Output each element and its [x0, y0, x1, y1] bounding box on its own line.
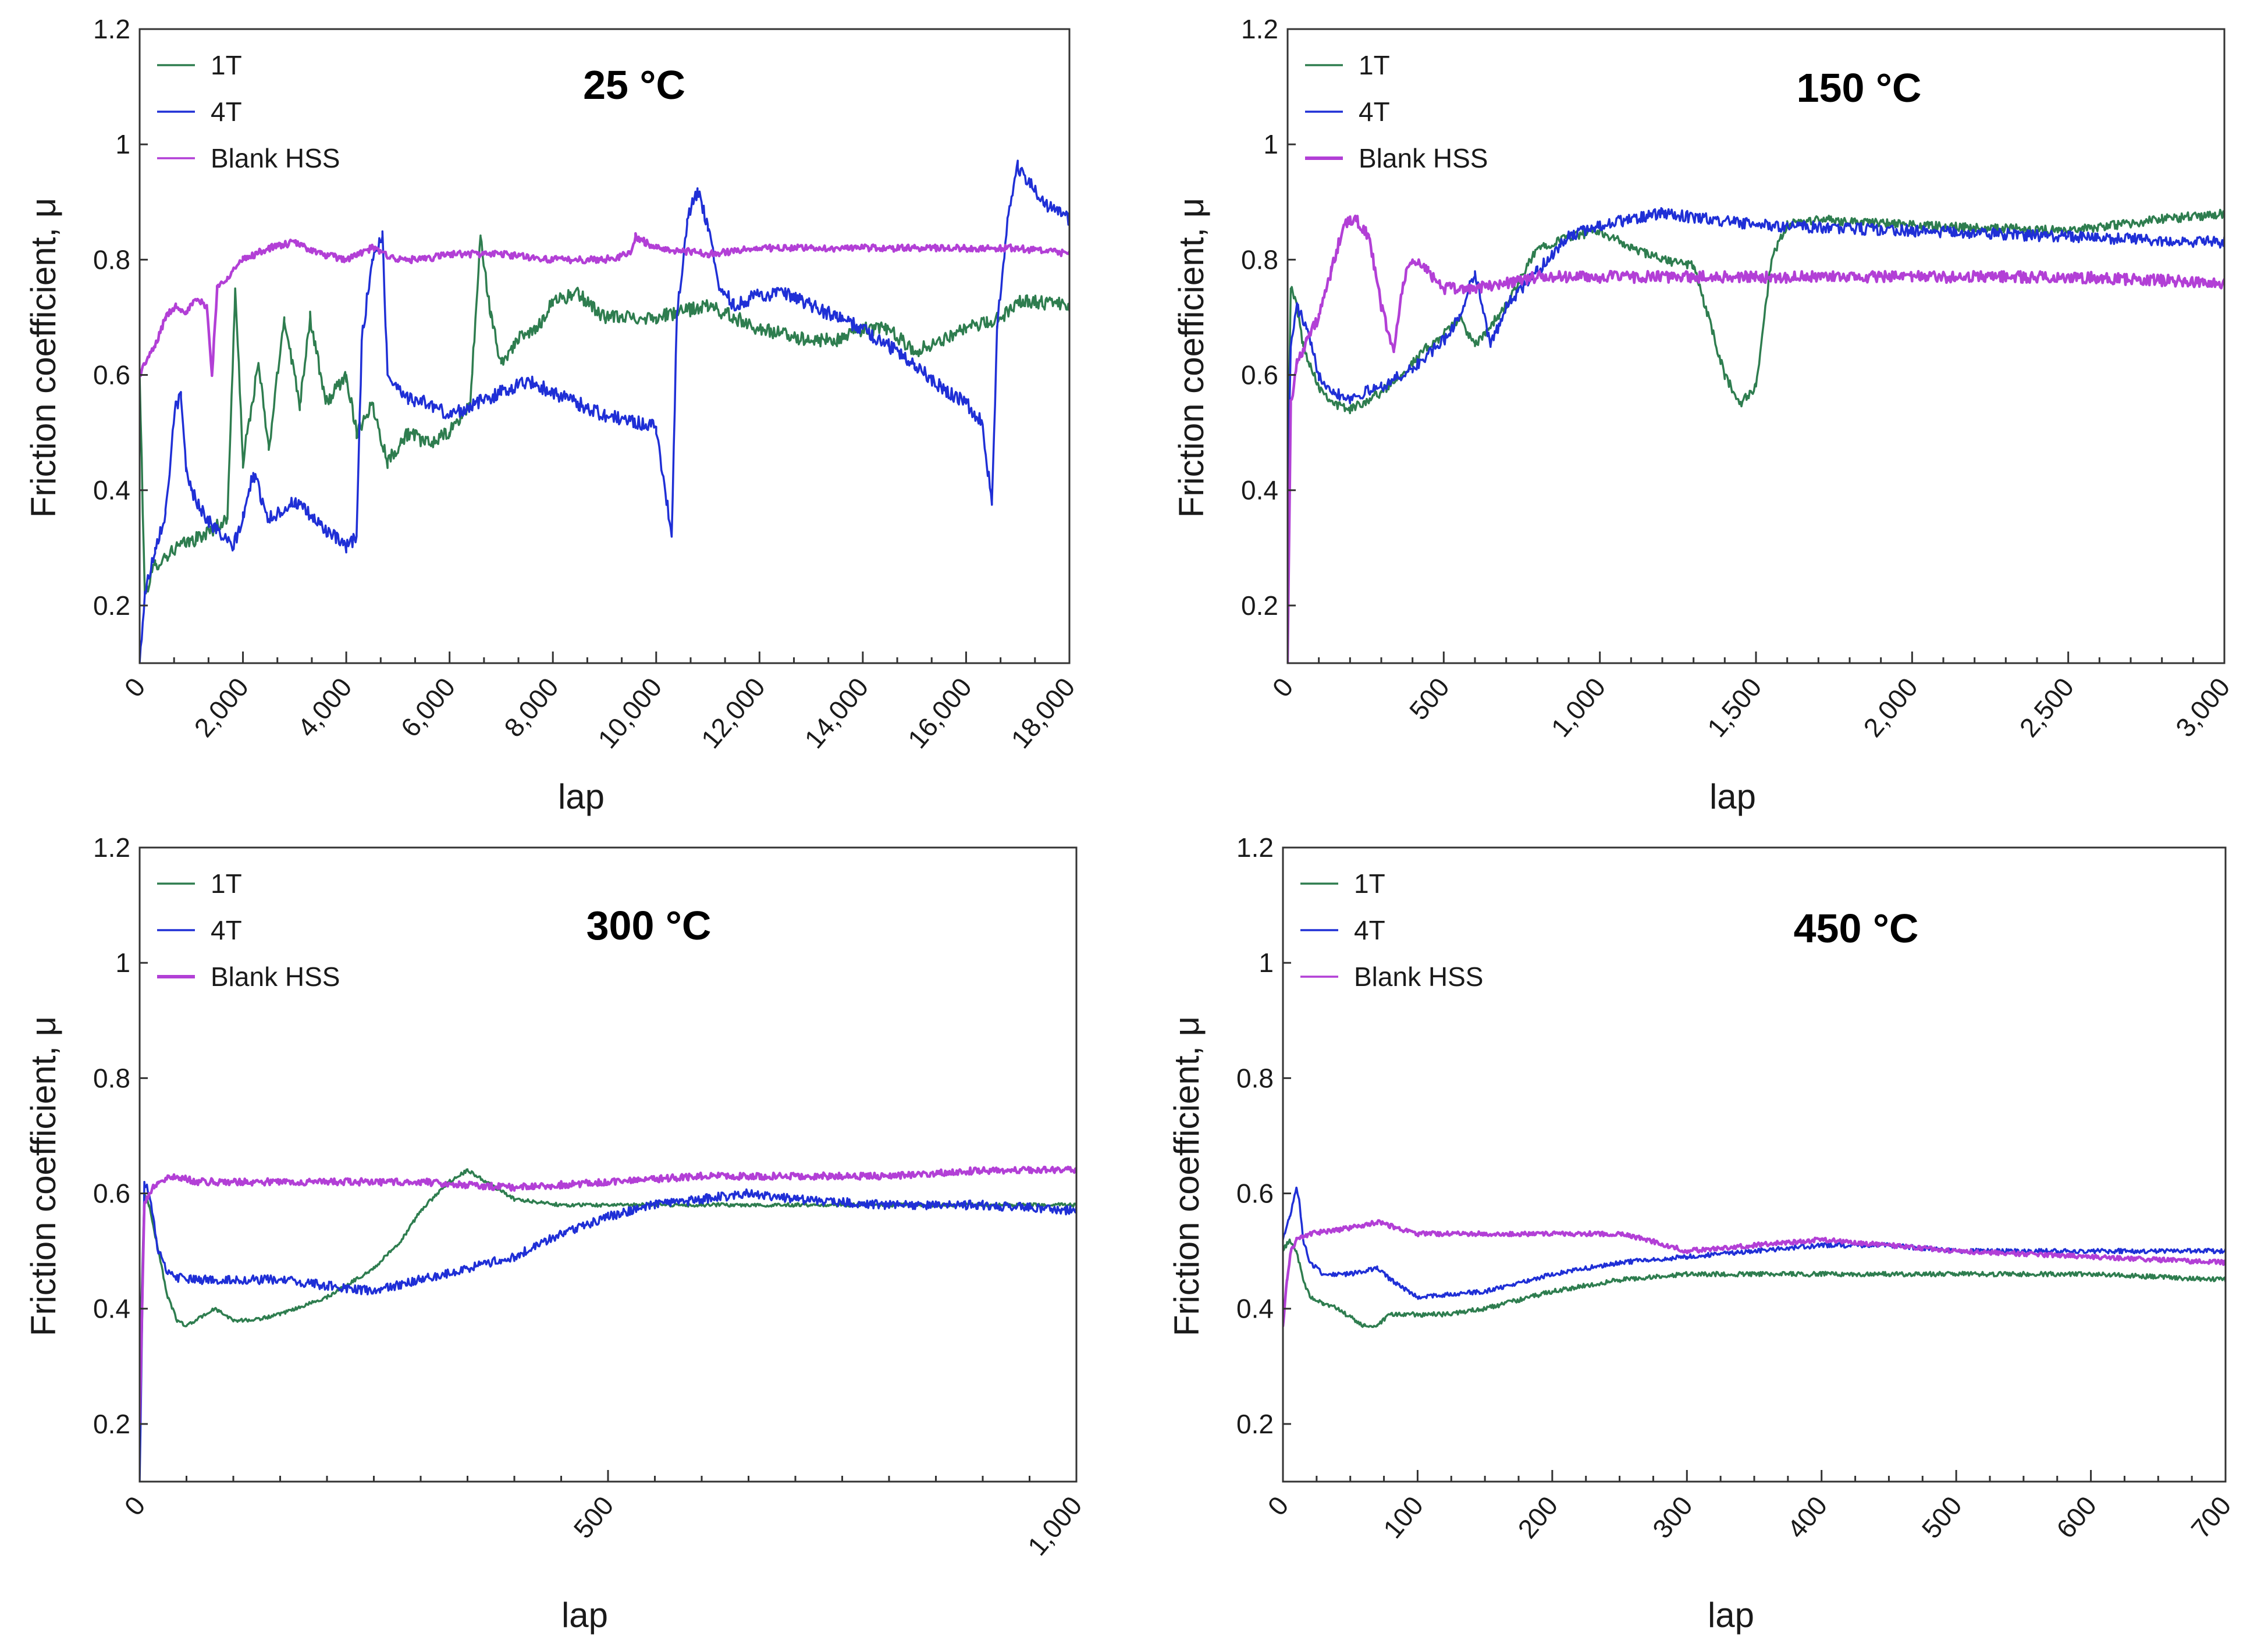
y-tick-label: 0.8 [93, 1063, 130, 1093]
x-tick-label: 100 [1377, 1490, 1429, 1544]
series-line-4t [140, 159, 1069, 663]
x-tick-label: 10,000 [592, 672, 667, 754]
x-tick-label: 4,000 [292, 672, 358, 743]
legend-label: Blank HSS [211, 962, 340, 992]
y-axis-label: Friction coefficient, μ [24, 198, 63, 518]
x-tick-label: 2,000 [1857, 672, 1924, 743]
series-group [1288, 207, 2224, 663]
y-tick-label: 0.4 [93, 475, 130, 506]
x-tick-label: 3,000 [2170, 672, 2236, 743]
x-axis-label: lap [561, 1596, 608, 1635]
legend-label: 1T [1354, 868, 1385, 899]
x-tick-label: 0 [118, 672, 151, 703]
legend-label: 4T [211, 915, 242, 945]
y-tick-label: 1.2 [1241, 14, 1278, 44]
chart-panel: 0.2 0.4 0.6 0.8 1 1.2 0 500 1,000 lap Friction coe… [24, 832, 1088, 1635]
x-tick-label: 14,000 [798, 672, 874, 754]
x-axis-label: lap [1708, 1596, 1754, 1635]
y-tick-label: 1 [1263, 129, 1278, 159]
x-axis-label: lap [1709, 777, 1756, 816]
y-tick-label: 0.4 [93, 1294, 130, 1324]
legend-label: Blank HSS [1359, 143, 1488, 173]
x-tick-label: 500 [1916, 1490, 1968, 1544]
legend-label: 4T [1359, 97, 1390, 127]
series-group [140, 1165, 1076, 1482]
chart-panel: 0.2 0.4 0.6 0.8 1 1.2 0 2,000 4,000 6,000 8,000 10,… [24, 14, 1081, 816]
panel-title: 25 °C [583, 62, 685, 108]
series-line-blank-hss [1288, 214, 2224, 663]
x-tick-label: 300 [1647, 1490, 1698, 1544]
x-axis-label: lap [558, 777, 605, 816]
chart-panel: 0.2 0.4 0.6 0.8 1 1.2 0 500 1,000 1,500 2,000 2,500… [1172, 14, 2236, 816]
x-tick-label: 0 [118, 1490, 151, 1521]
x-tick-label: 12,000 [695, 672, 771, 754]
y-tick-label: 0.2 [93, 590, 130, 621]
series-group [140, 159, 1069, 663]
x-tick-label: 8,000 [498, 672, 564, 743]
y-axis-label: Friction coefficient, μ [24, 1016, 63, 1336]
series-line-blank-hss [140, 232, 1069, 378]
legend-label: 1T [211, 50, 242, 80]
x-tick-label: 1,500 [1701, 672, 1768, 743]
legend-label: Blank HSS [211, 143, 340, 173]
y-tick-label: 1 [115, 129, 130, 159]
x-tick-label: 1,000 [1545, 672, 1611, 743]
y-tick-label: 0.6 [1241, 360, 1278, 390]
legend-label: Blank HSS [1354, 962, 1483, 992]
y-tick-label: 0.8 [93, 244, 130, 275]
y-tick-label: 0.6 [1236, 1179, 1274, 1209]
series-line-1t [140, 234, 1069, 595]
x-tick-label: 500 [567, 1490, 619, 1544]
y-tick-label: 1 [1259, 948, 1274, 978]
chart-panel: 0.2 0.4 0.6 0.8 1 1.2 0 100 200 300 400 500 600 700 la… [1167, 832, 2237, 1635]
x-tick-label: 16,000 [902, 672, 977, 754]
x-tick-label: 500 [1403, 672, 1455, 725]
series-line-4t [1283, 1186, 2226, 1300]
x-tick-label: 700 [2185, 1490, 2237, 1544]
y-tick-label: 0.2 [1241, 590, 1278, 621]
y-tick-label: 0.6 [93, 1179, 130, 1209]
x-tick-label: 400 [1781, 1490, 1833, 1544]
y-tick-label: 0.4 [1236, 1294, 1274, 1324]
series-line-4t [1288, 207, 2224, 526]
series-line-4t [140, 1180, 1076, 1482]
legend-label: 1T [1359, 50, 1390, 80]
x-tick-label: 6,000 [394, 672, 461, 743]
x-tick-label: 0 [1266, 672, 1299, 703]
y-tick-label: 1.2 [93, 14, 130, 44]
y-tick-label: 0.2 [93, 1409, 130, 1439]
x-tick-label: 2,500 [2013, 672, 2079, 743]
x-tick-label: 600 [2050, 1490, 2102, 1544]
x-tick-label: 0 [1261, 1490, 1294, 1521]
series-line-blank-hss [1283, 1219, 2226, 1327]
series-line-blank-hss [140, 1165, 1076, 1426]
x-tick-label: 18,000 [1005, 672, 1080, 754]
y-tick-label: 1.2 [93, 832, 130, 863]
panel-title: 150 °C [1797, 65, 1922, 111]
y-tick-label: 1 [115, 948, 130, 978]
y-tick-label: 0.6 [93, 360, 130, 390]
y-tick-label: 0.4 [1241, 475, 1278, 506]
y-tick-label: 0.2 [1236, 1409, 1274, 1439]
x-tick-label: 2,000 [188, 672, 254, 743]
y-tick-label: 0.8 [1236, 1063, 1274, 1093]
x-tick-label: 1,000 [1022, 1490, 1088, 1561]
x-tick-label: 200 [1512, 1490, 1563, 1544]
series-line-1t [1283, 1238, 2226, 1329]
y-axis-label: Friction coefficient, μ [1172, 198, 1211, 518]
y-tick-label: 1.2 [1236, 832, 1274, 863]
legend-label: 4T [1354, 915, 1385, 945]
plot-frame [138, 28, 1071, 664]
y-axis-label: Friction coefficient, μ [1167, 1016, 1206, 1336]
series-line-1t [140, 1168, 1076, 1368]
plot-frame [1282, 846, 2227, 1483]
legend-label: 1T [211, 868, 242, 899]
panel-title: 450 °C [1794, 906, 1919, 951]
y-tick-label: 0.8 [1241, 244, 1278, 275]
panel-title: 300 °C [586, 903, 712, 948]
legend-label: 4T [211, 97, 242, 127]
series-group [1283, 1186, 2226, 1329]
